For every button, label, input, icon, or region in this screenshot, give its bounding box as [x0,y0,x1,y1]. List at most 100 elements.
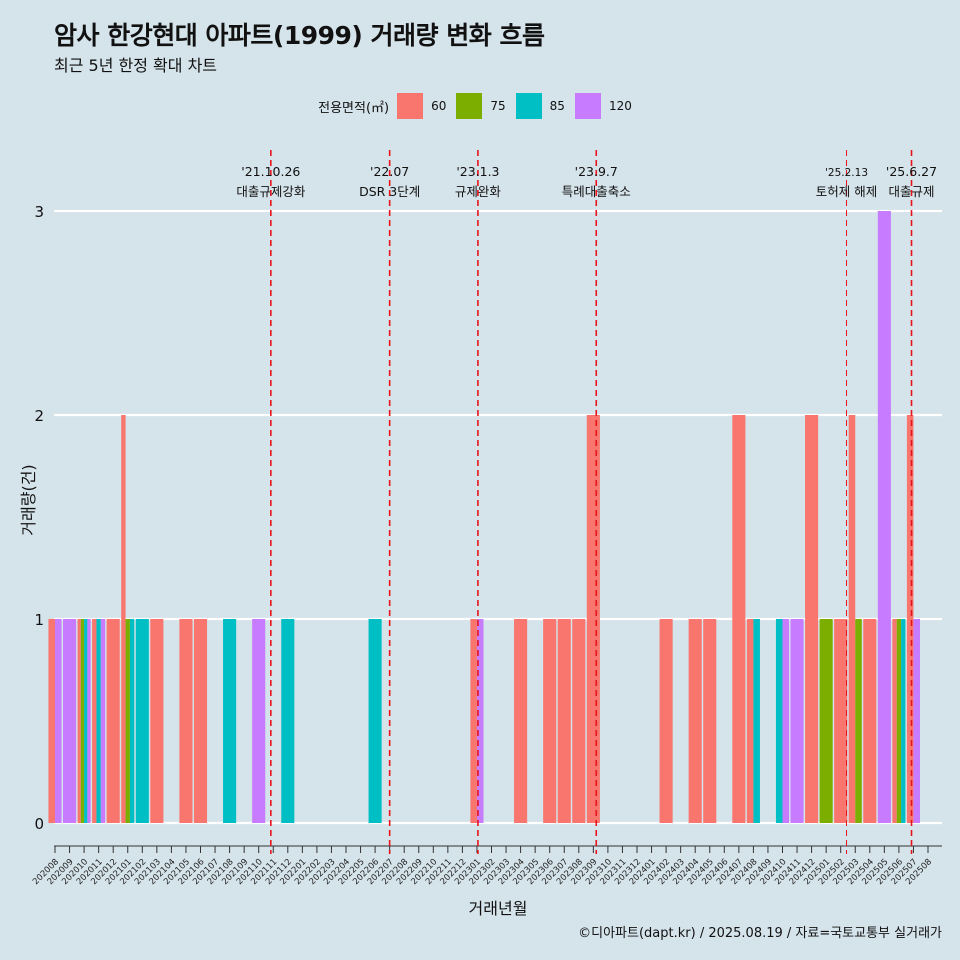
event-date-label: '22.07 [370,164,409,179]
bar [732,415,746,823]
x-tick-label: 202309 [569,857,599,887]
bar [805,415,819,823]
bar [572,619,586,823]
x-tick-label: 202507 [890,857,920,887]
x-tick-label: 202201 [278,857,308,887]
bar [96,619,101,823]
x-tick-label: 202110 [235,857,265,887]
bar [790,619,804,823]
x-tick-label: 202502 [817,857,847,887]
bar [659,619,673,823]
x-tick-label: 202008 [31,857,61,887]
x-tick-label: 202301 [453,857,483,887]
legend-swatch [456,93,483,119]
legend-swatch [515,93,542,119]
event-date-label: '21.10.26 [241,164,300,179]
bar [55,619,62,823]
legend-item: 85 [515,93,565,119]
bar [703,619,717,823]
x-tick-label: 202109 [220,857,250,887]
y-tick-label: 3 [34,203,44,221]
x-tick-label: 202103 [133,857,163,887]
bar [834,619,848,823]
bar [775,619,783,823]
x-tick-label: 202308 [555,857,585,887]
legend-swatch [397,93,424,119]
x-tick-label: 202303 [482,857,512,887]
x-tick-label: 202112 [264,857,294,887]
x-tick-label: 202409 [744,857,774,887]
bar [514,619,528,823]
legend-label: 60 [431,99,447,113]
bar [150,619,164,823]
y-tick-label: 1 [34,611,44,629]
y-tick-label: 0 [34,815,44,833]
bar [80,619,85,823]
bar [848,415,856,823]
x-tick-label: 202204 [322,857,352,887]
x-tick-label: 202209 [395,857,425,887]
bar [470,619,477,823]
chart-subtitle: 최근 5년 한정 확대 차트 [54,56,218,75]
x-tick-label: 202211 [424,857,454,887]
bar [901,619,906,823]
x-tick-label: 202101 [104,857,134,887]
x-tick-label: 202111 [249,857,279,887]
legend-label: 120 [608,99,632,113]
x-tick-label: 202503 [831,857,861,887]
event-date-label: '23.1.3 [456,164,499,179]
event-label: DSR 3단계 [359,184,420,199]
event-date-label: '25.2.13 [825,167,868,179]
source-caption: ©디아파트(dapt.kr) / 2025.08.19 / 자료=국토교통부 실… [578,926,942,941]
x-tick-label: 202306 [526,857,556,887]
x-tick-label: 202312 [613,857,643,887]
x-tick-label: 202202 [293,857,323,887]
event-date-label: '25.6.27 [886,164,937,179]
bar [877,211,891,823]
x-tick-label: 202011 [75,857,105,887]
bar [223,619,237,823]
bar [896,619,902,823]
x-tick-label: 202310 [584,857,614,887]
legend-item: 60 [397,93,446,119]
event-label: 대출규제강화 [236,184,306,199]
bar [193,619,208,823]
x-tick-label: 202411 [773,857,803,887]
x-tick-label: 202212 [439,857,469,887]
x-tick-label: 202305 [511,857,541,887]
x-tick-label: 202407 [715,857,745,887]
bar [121,415,126,823]
legend-label: 75 [490,99,506,113]
bar [476,619,484,823]
x-tick-label: 202105 [162,857,192,887]
bar [252,619,266,823]
bar [557,619,571,823]
bar [913,619,920,823]
x-tick-label: 202506 [875,857,905,887]
x-tick-label: 202405 [686,857,716,887]
x-tick-label: 202402 [642,857,672,887]
x-tick-label: 202210 [409,857,439,887]
x-tick-label: 202401 [628,857,658,887]
x-tick-label: 202403 [657,857,687,887]
x-tick-label: 202311 [599,857,629,887]
legend-swatch [574,93,601,119]
x-axis-title: 거래년월 [469,899,528,918]
x-tick-label: 202505 [860,857,890,887]
bar [688,619,702,823]
x-tick-label: 202504 [846,857,876,887]
bar [586,415,600,823]
x-tick-label: 202412 [788,857,818,887]
bar [125,619,130,823]
event-label: 토허제 해제 [816,184,877,199]
x-tick-label: 202104 [148,857,178,887]
bar [84,619,88,823]
x-tick-label: 202406 [700,857,730,887]
event-label: 대출규제 [889,184,935,199]
event-label: 특례대출축소 [562,184,631,199]
x-tick-label: 202203 [308,857,338,887]
x-tick-label: 202205 [337,857,367,887]
bar [63,619,77,823]
bar [782,619,790,823]
